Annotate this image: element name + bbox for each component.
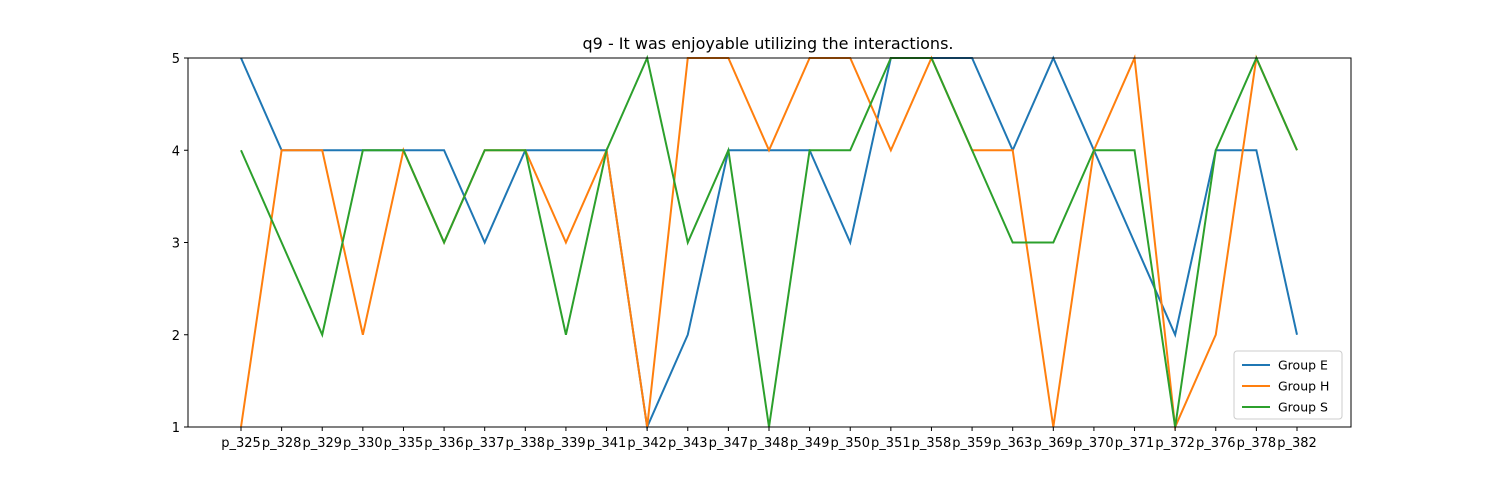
plot-area bbox=[240, 54, 1298, 431]
x-tick-label: p_348 bbox=[749, 436, 789, 451]
x-tick-label: p_338 bbox=[506, 436, 546, 451]
axes-frame bbox=[187, 57, 1352, 428]
y-tick-label: 4 bbox=[172, 144, 180, 159]
x-tick-label: p_337 bbox=[465, 436, 505, 451]
y-tick-label: 1 bbox=[172, 421, 180, 436]
x-tick-label: p_371 bbox=[1115, 436, 1155, 451]
x-tick-label: p_351 bbox=[871, 436, 911, 451]
x-tick-label: p_347 bbox=[709, 436, 749, 451]
x-tick-label: p_378 bbox=[1237, 436, 1277, 451]
chart-title: q9 - It was enjoyable utilizing the inte… bbox=[583, 34, 954, 53]
x-tick-label: p_359 bbox=[952, 436, 992, 451]
x-tick-label: p_342 bbox=[627, 436, 667, 451]
x-tick-label: p_358 bbox=[912, 436, 952, 451]
x-tick-label: p_372 bbox=[1155, 436, 1195, 451]
x-tick-label: p_341 bbox=[587, 436, 627, 451]
series-line-group-h bbox=[240, 54, 1298, 431]
legend-label: Group H bbox=[1278, 379, 1329, 394]
y-tick-label: 3 bbox=[172, 237, 180, 252]
x-axis: p_325 p_328 p_329 p_330 p_335 p_336 p_337 p_338… bbox=[221, 427, 1317, 451]
x-tick-label: p_363 bbox=[993, 436, 1033, 451]
x-tick-label: p_382 bbox=[1277, 436, 1317, 451]
x-tick-label: p_328 bbox=[262, 436, 302, 451]
series-line-group-s bbox=[240, 54, 1298, 428]
legend-box bbox=[1233, 350, 1343, 420]
y-tick-label: 5 bbox=[172, 52, 180, 67]
x-tick-label: p_369 bbox=[1034, 436, 1074, 451]
legend: Group E Group H Group S bbox=[1233, 350, 1343, 420]
x-tick-label: p_339 bbox=[546, 436, 586, 451]
x-tick-label: p_330 bbox=[343, 436, 383, 451]
x-tick-label: p_350 bbox=[830, 436, 870, 451]
x-tick-label: p_336 bbox=[424, 436, 464, 451]
y-tick-label: 2 bbox=[172, 329, 180, 344]
x-tick-label: p_370 bbox=[1074, 436, 1114, 451]
legend-label: Group S bbox=[1278, 400, 1328, 415]
y-axis: 1 2 3 4 5 bbox=[172, 52, 188, 436]
legend-label: Group E bbox=[1278, 358, 1328, 373]
x-tick-label: p_376 bbox=[1196, 436, 1236, 451]
x-tick-label: p_335 bbox=[384, 436, 424, 451]
x-tick-label: p_329 bbox=[302, 436, 342, 451]
x-tick-label: p_325 bbox=[221, 436, 261, 451]
x-tick-label: p_343 bbox=[668, 436, 708, 451]
x-tick-label: p_349 bbox=[790, 436, 830, 451]
series-line-group-e bbox=[240, 55, 1298, 431]
